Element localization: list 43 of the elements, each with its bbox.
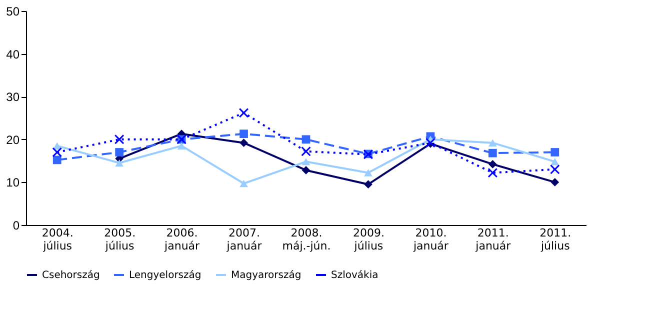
point (302, 166, 310, 174)
point (301, 146, 311, 156)
point (488, 168, 498, 178)
x-tick-label: 2006. január (164, 226, 200, 252)
point (550, 158, 560, 166)
legend-label: Szlovákia (331, 270, 378, 281)
x-tick-label: 2010. január (412, 226, 449, 252)
y-tick-label: 50 (6, 4, 20, 18)
point (302, 158, 310, 166)
point (52, 147, 62, 158)
x-tick-label: 2009. július (352, 226, 384, 252)
point (52, 156, 62, 164)
y-tick-label: 40 (6, 47, 20, 62)
point (115, 159, 124, 167)
point (302, 135, 310, 144)
point (240, 130, 248, 138)
x-tick-label: 2011. július (540, 226, 572, 252)
point (240, 138, 248, 148)
point (364, 180, 372, 189)
point (488, 148, 497, 158)
point (550, 148, 560, 156)
legend-label: Lengyelország (129, 270, 202, 281)
legend-label: Magyarország (231, 270, 302, 281)
y-tick-label: 10 (6, 176, 20, 190)
y-tick-label: 20 (6, 132, 20, 147)
point (240, 180, 248, 188)
x-tick-label: 2007. január (226, 226, 262, 252)
point (115, 148, 124, 156)
x-tick-label: 2005. július (104, 226, 136, 252)
point (550, 164, 560, 174)
x-tick-label: 2008. máj.-jún. (282, 226, 331, 252)
y-tick-label: 30 (6, 90, 20, 104)
point (177, 142, 186, 150)
point (550, 178, 560, 186)
point (114, 134, 124, 144)
point (488, 160, 497, 168)
y-tick-label: 0 (12, 218, 20, 232)
point (238, 108, 249, 118)
x-tick-label: 2011. január (474, 226, 512, 252)
point (364, 169, 372, 176)
legend-label: Csehország (42, 270, 100, 281)
x-tick-label: 2004. július (42, 226, 74, 252)
point (488, 139, 497, 146)
